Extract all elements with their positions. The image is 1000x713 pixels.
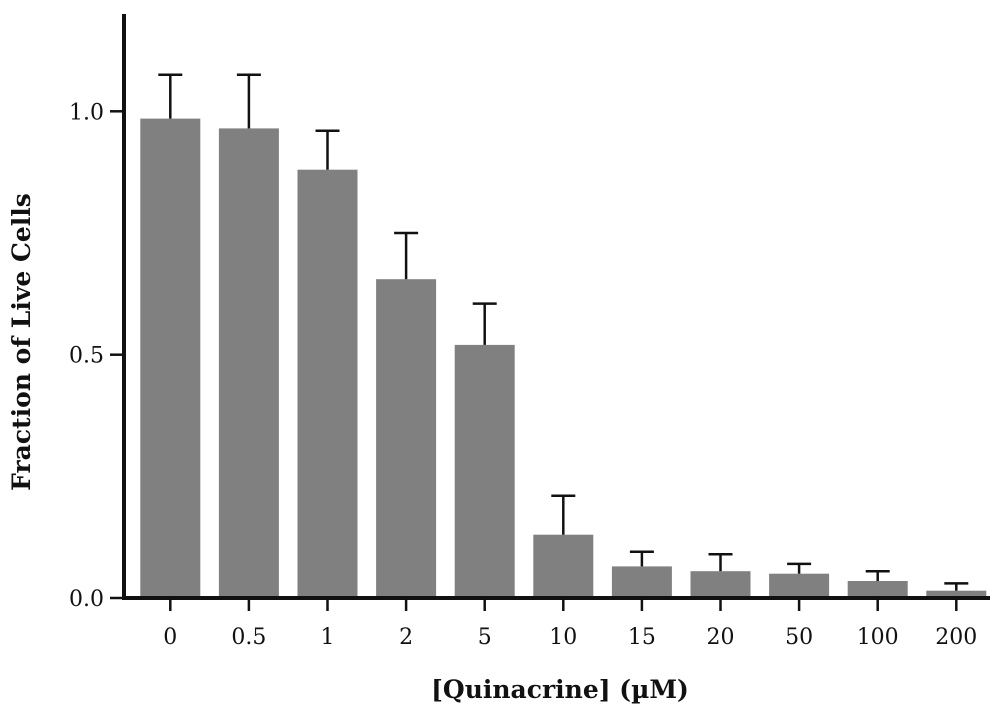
bar-20 [690, 571, 751, 598]
x-tick-label-50: 50 [785, 625, 813, 650]
y-axis-title: Fraction of Live Cells [7, 193, 36, 491]
x-tick-label-0: 0 [163, 625, 177, 650]
bar-0 [140, 118, 201, 598]
x-tick-label-100: 100 [857, 625, 899, 650]
x-axis-title: [Quinacrine] (µM) [431, 675, 689, 704]
x-tick-label-0.5: 0.5 [231, 625, 266, 650]
x-tick-label-200: 200 [935, 625, 977, 650]
bar-15 [611, 566, 672, 598]
bar-10 [533, 534, 594, 598]
bar-5 [454, 344, 515, 598]
x-tick-label-20: 20 [707, 625, 735, 650]
x-tick-label-10: 10 [549, 625, 577, 650]
x-tick-label-5: 5 [478, 625, 492, 650]
y-tick-label-1.0: 1.0 [69, 100, 104, 125]
bar-50 [769, 573, 830, 598]
x-tick-label-1: 1 [321, 625, 335, 650]
x-tick-label-2: 2 [399, 625, 413, 650]
y-tick-label-0.5: 0.5 [69, 344, 104, 369]
error-bars-layer [158, 73, 969, 591]
bar-2 [376, 279, 437, 598]
bars-layer [140, 118, 987, 598]
bar-0.5 [218, 128, 279, 598]
bar-1 [297, 169, 358, 598]
bar-200 [926, 590, 987, 598]
x-tick-label-15: 15 [628, 625, 656, 650]
y-tick-label-0.0: 0.0 [69, 587, 104, 612]
bar-100 [847, 581, 908, 598]
y-ticks-layer: 0.0 0.5 1.0 [69, 100, 124, 612]
x-ticks-layer: 0 0.5 1 2 5 10 15 20 50 100 200 [163, 598, 977, 650]
